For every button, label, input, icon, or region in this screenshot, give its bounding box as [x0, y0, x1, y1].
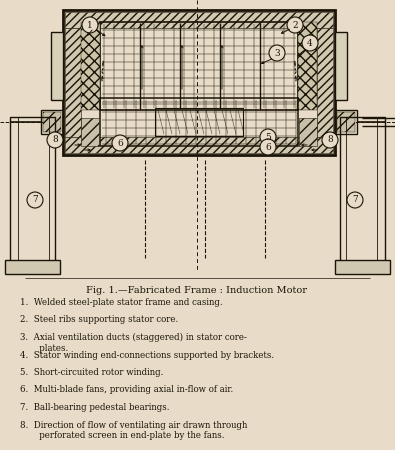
- Text: 5.  Short-circuited rotor winding.: 5. Short-circuited rotor winding.: [20, 368, 164, 377]
- Bar: [81, 22, 100, 110]
- Text: Fig. 1.—Fabricated Frame : Induction Motor: Fig. 1.—Fabricated Frame : Induction Mot…: [87, 286, 307, 295]
- Bar: [317, 28, 333, 137]
- Text: 7: 7: [352, 195, 358, 204]
- Text: 4.  Stator winding end-connections supported by brackets.: 4. Stator winding end-connections suppor…: [20, 351, 274, 360]
- Circle shape: [322, 132, 338, 148]
- Bar: [65, 28, 81, 137]
- Bar: [18, 117, 49, 262]
- Circle shape: [302, 35, 318, 51]
- Circle shape: [47, 132, 63, 148]
- Text: 7: 7: [32, 195, 38, 204]
- Circle shape: [260, 129, 276, 145]
- Bar: [298, 22, 317, 110]
- Text: 8.  Direction of flow of ventilating air drawn through
       perforated screen : 8. Direction of flow of ventilating air …: [20, 420, 247, 440]
- Text: 3.  Axial ventilation ducts (staggered) in stator core-
       plates.: 3. Axial ventilation ducts (staggered) i…: [20, 333, 247, 352]
- Bar: [5, 260, 60, 274]
- Bar: [346, 117, 377, 262]
- Text: 1.  Welded steel-plate stator frame and casing.: 1. Welded steel-plate stator frame and c…: [20, 298, 223, 307]
- Circle shape: [347, 192, 363, 208]
- Bar: [155, 108, 243, 136]
- Text: 4: 4: [307, 39, 313, 48]
- Bar: [340, 117, 385, 270]
- Text: 1: 1: [87, 21, 93, 30]
- Circle shape: [27, 192, 43, 208]
- Circle shape: [82, 17, 98, 33]
- Text: 8: 8: [327, 135, 333, 144]
- Bar: [10, 117, 55, 270]
- Text: 6: 6: [265, 143, 271, 152]
- Text: 5: 5: [265, 132, 271, 141]
- Bar: [335, 32, 347, 100]
- Bar: [100, 22, 298, 110]
- Bar: [65, 137, 333, 153]
- Circle shape: [260, 139, 276, 155]
- Bar: [337, 112, 355, 132]
- Bar: [43, 112, 61, 132]
- Text: 6: 6: [117, 139, 123, 148]
- Bar: [100, 98, 298, 146]
- Circle shape: [287, 17, 303, 33]
- Text: 2.  Steel ribs supporting stator core.: 2. Steel ribs supporting stator core.: [20, 315, 178, 324]
- Circle shape: [112, 135, 128, 151]
- Text: 8: 8: [52, 135, 58, 144]
- Bar: [41, 110, 63, 134]
- Bar: [299, 118, 317, 146]
- Bar: [63, 10, 335, 155]
- Circle shape: [269, 45, 285, 61]
- Bar: [81, 118, 99, 146]
- Text: 6.  Multi-blade fans, providing axial in-flow of air.: 6. Multi-blade fans, providing axial in-…: [20, 386, 233, 395]
- Text: 7.  Ball-bearing pedestal bearings.: 7. Ball-bearing pedestal bearings.: [20, 403, 169, 412]
- Text: 3: 3: [274, 49, 280, 58]
- Bar: [335, 260, 390, 274]
- Bar: [65, 12, 333, 28]
- Text: 2: 2: [292, 21, 298, 30]
- Bar: [335, 110, 357, 134]
- Bar: [51, 32, 63, 100]
